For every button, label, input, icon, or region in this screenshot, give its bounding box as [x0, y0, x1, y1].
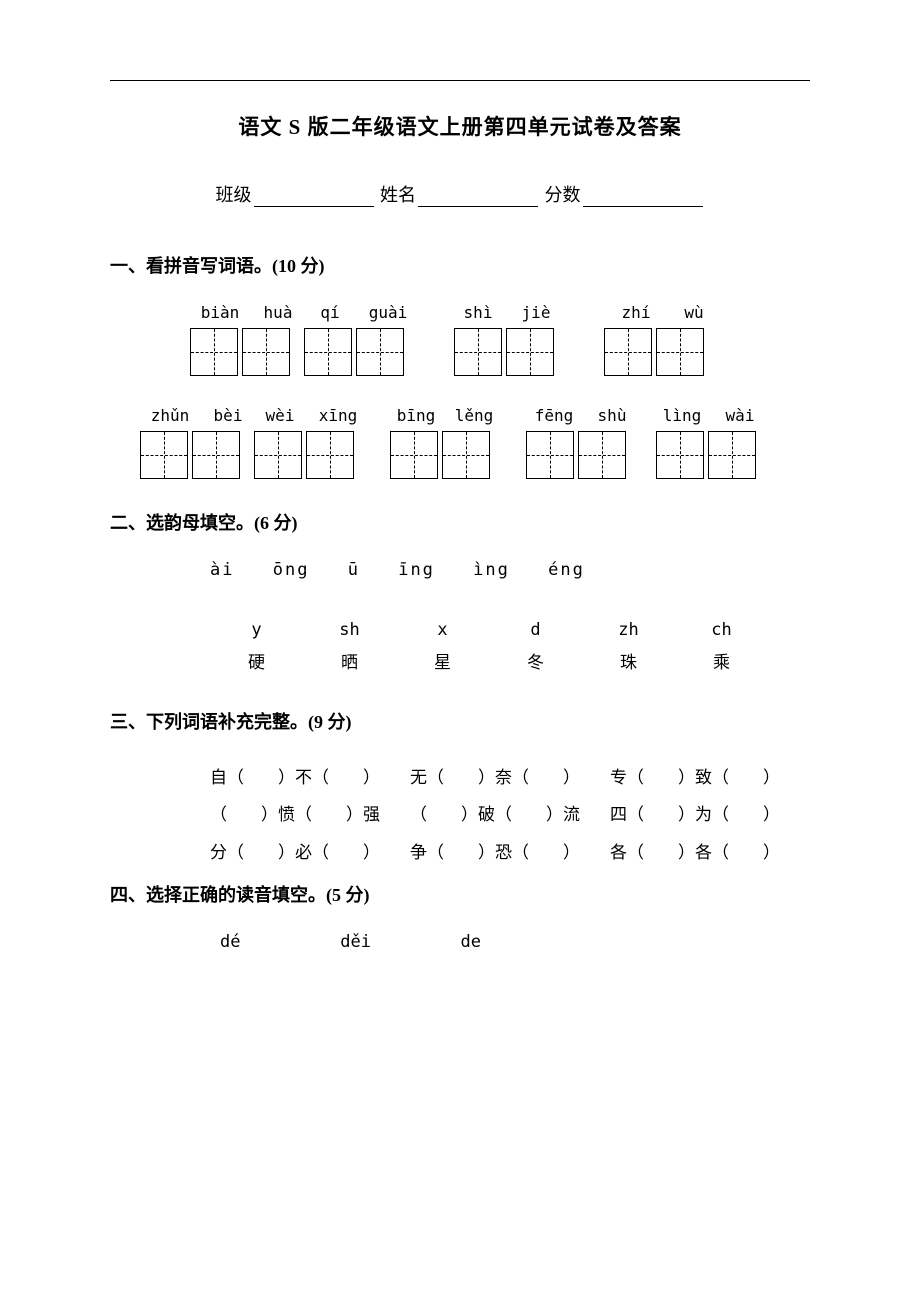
- name-label: 姓名: [380, 185, 416, 205]
- tzg[interactable]: [526, 431, 574, 479]
- tzg[interactable]: [140, 431, 188, 479]
- sec4-heading: 四、选择正确的读音填空。(5 分): [110, 881, 810, 907]
- sec1-row2-pinyin: zhǔn bèi wèi xīng bīng lěng fēng shù lìn…: [150, 406, 810, 425]
- tzg[interactable]: [506, 328, 554, 376]
- tzg[interactable]: [604, 328, 652, 376]
- class-label: 班级: [216, 185, 252, 205]
- meta-line: 班级 姓名 分数: [110, 181, 810, 207]
- sec1-row2-boxes: [140, 431, 810, 479]
- class-blank[interactable]: [254, 206, 374, 207]
- sec2-yunmu-list: ài ōng ū īng ìng éng: [210, 560, 810, 580]
- score-label: 分数: [545, 185, 581, 205]
- document-title: 语文 S 版二年级语文上册第四单元试卷及答案: [110, 111, 810, 141]
- name-blank[interactable]: [418, 206, 538, 207]
- sec3-idioms: 自（ ）不（ ） 无（ ）奈（ ） 专（ ）致（ ） （ ）愤（ ）强 （ ）破…: [210, 759, 810, 871]
- tzg[interactable]: [656, 431, 704, 479]
- sec1-row1-boxes: [190, 328, 810, 376]
- tzg[interactable]: [454, 328, 502, 376]
- tzg[interactable]: [242, 328, 290, 376]
- tzg[interactable]: [190, 328, 238, 376]
- tzg[interactable]: [192, 431, 240, 479]
- tzg[interactable]: [304, 328, 352, 376]
- sec4-pinyin-row: dé děi de: [220, 932, 810, 952]
- tzg[interactable]: [656, 328, 704, 376]
- tzg[interactable]: [442, 431, 490, 479]
- tzg[interactable]: [356, 328, 404, 376]
- tzg[interactable]: [578, 431, 626, 479]
- tzg[interactable]: [708, 431, 756, 479]
- tzg[interactable]: [390, 431, 438, 479]
- tzg[interactable]: [254, 431, 302, 479]
- tzg[interactable]: [306, 431, 354, 479]
- sec1-row1-pinyin: biàn huà qí guài shì jiè zhí wù: [200, 303, 810, 322]
- sec1-heading: 一、看拼音写词语。(10 分): [110, 252, 810, 278]
- top-rule: [110, 80, 810, 81]
- sec2-table: y sh x d zh ch 硬 晒 星 冬 珠 乘: [210, 620, 810, 673]
- sec3-heading: 三、下列词语补充完整。(9 分): [110, 708, 810, 734]
- score-blank[interactable]: [583, 206, 703, 207]
- sec2-heading: 二、选韵母填空。(6 分): [110, 509, 810, 535]
